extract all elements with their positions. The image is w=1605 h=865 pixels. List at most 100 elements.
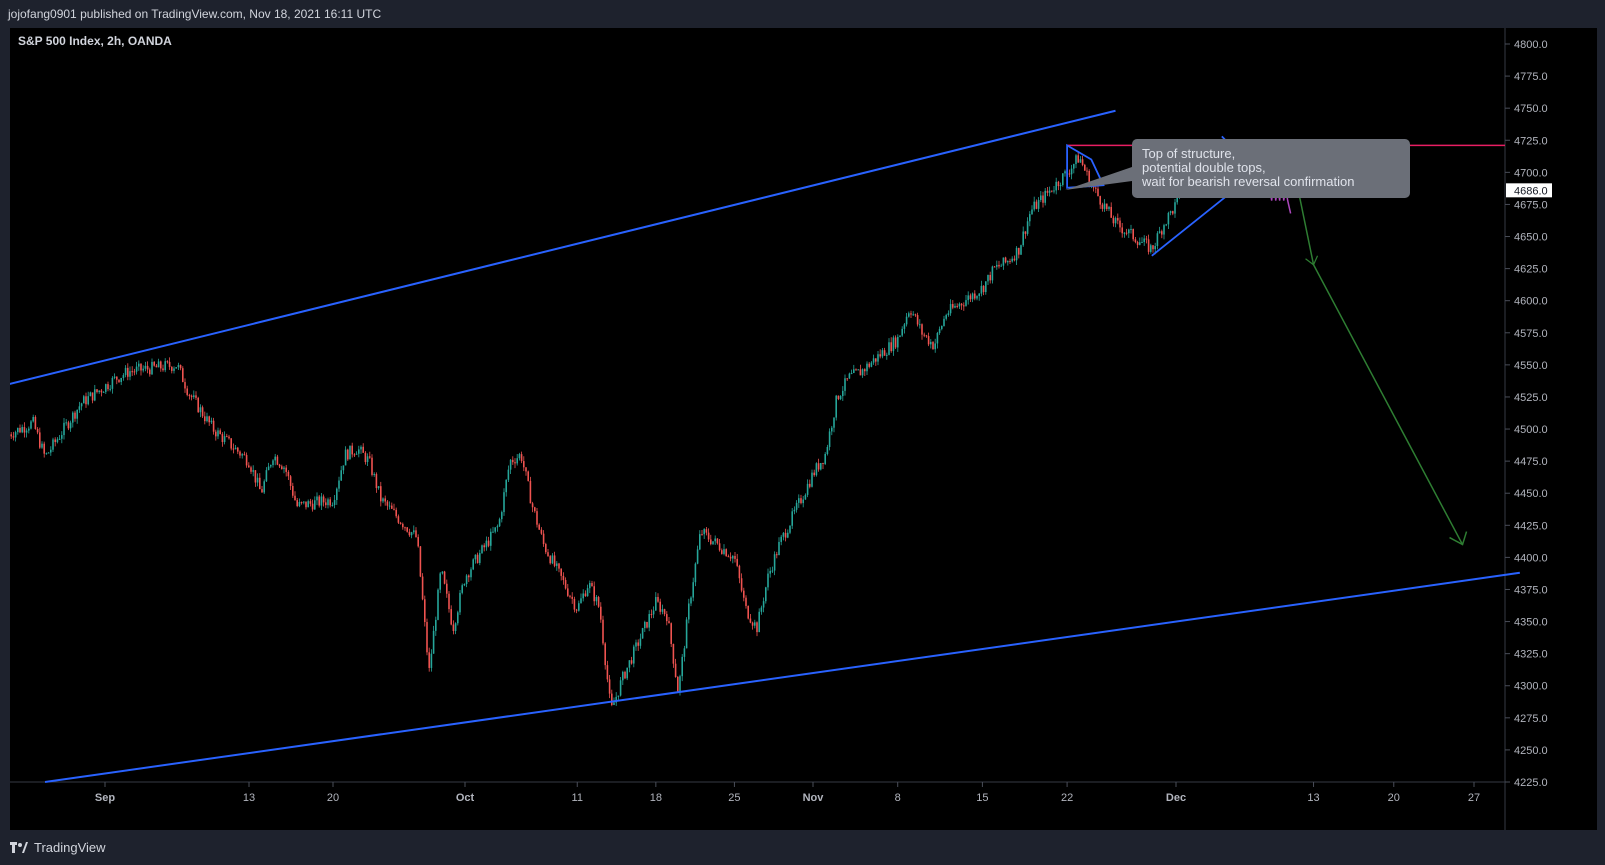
time-axis[interactable]: Sep 13 20 Oct 11 18 25 Nov 8 15 22 Dec 13 20 27: [95, 782, 1480, 804]
candle-body: [1035, 201, 1038, 209]
price-tick-label: 4225.0: [1514, 777, 1548, 789]
candle-body: [771, 570, 774, 572]
candle-body: [34, 416, 37, 429]
candle-body: [329, 499, 331, 506]
candle-body: [890, 342, 892, 352]
candle-body: [413, 530, 415, 533]
candle-body: [1022, 231, 1024, 246]
candle-body: [582, 593, 584, 599]
candle-body: [1134, 239, 1137, 243]
candle-body: [1064, 171, 1066, 174]
candle-body: [1108, 206, 1110, 209]
candle-body: [182, 368, 184, 383]
chart-frame[interactable]: Top of structure, potential double tops, w…: [10, 28, 1597, 830]
candle-body: [853, 369, 855, 374]
price-axis[interactable]: 4800.0 4775.0 4750.0 4725.0 4700.0 4675.0 4650…: [1505, 39, 1552, 789]
candle-body: [787, 532, 789, 538]
candle-body: [835, 395, 837, 418]
candle-body: [699, 534, 701, 550]
candle-body: [910, 313, 912, 315]
price-chart[interactable]: Top of structure,potential double tops,w…: [10, 28, 1597, 830]
candle-body: [298, 502, 301, 507]
candle-body: [166, 361, 169, 363]
tradingview-brand[interactable]: TradingView: [10, 840, 106, 855]
candle-body: [1095, 187, 1097, 189]
candle-body: [762, 601, 765, 608]
candle-body: [1097, 188, 1099, 197]
candle-body: [595, 597, 598, 602]
candle-body: [1119, 220, 1121, 228]
time-tick-label: Sep: [95, 792, 115, 804]
candle-body: [408, 531, 411, 536]
candle-body: [155, 365, 158, 368]
candle-body: [668, 621, 670, 624]
candle-body: [303, 501, 305, 503]
price-tick-label: 4525.0: [1514, 392, 1548, 404]
candle-body: [54, 439, 56, 443]
candle-body: [435, 619, 437, 631]
candle-body: [498, 519, 501, 527]
candle-body: [314, 500, 316, 510]
candle-body: [300, 502, 303, 504]
candle-body: [936, 332, 939, 344]
candle-body: [336, 488, 338, 501]
candle-body: [289, 476, 292, 486]
candle-body: [765, 587, 767, 602]
candle-body: [175, 367, 177, 369]
candle-body: [1053, 190, 1055, 192]
candle-body: [83, 396, 85, 404]
mid-arrowhead-icon: [1305, 255, 1319, 266]
price-tick-label: 4575.0: [1514, 328, 1548, 340]
time-tick-label: 18: [650, 792, 662, 804]
time-tick-label: Dec: [1166, 792, 1186, 804]
candle-body: [1015, 247, 1018, 261]
candle-body: [1059, 185, 1062, 187]
candle-body: [164, 361, 166, 371]
price-tick-label: 4475.0: [1514, 456, 1548, 468]
candle-body: [199, 407, 202, 413]
candle-body: [707, 532, 710, 540]
candle-body: [184, 382, 186, 389]
candle-body: [773, 554, 776, 571]
candle-body: [855, 369, 857, 371]
price-tick-label: 4400.0: [1514, 552, 1548, 564]
candle-body: [795, 502, 798, 510]
footer: TradingView: [0, 830, 1605, 865]
candle-body: [509, 459, 512, 470]
candle-body: [1044, 190, 1046, 203]
candle-body: [369, 456, 371, 458]
candle-body: [1174, 202, 1176, 214]
candle-body: [474, 554, 477, 560]
candle-body: [153, 361, 155, 366]
annotation-callout[interactable]: Top of structure,potential double tops,w…: [1065, 139, 1410, 198]
time-tick-label: Nov: [803, 792, 825, 804]
candle-body: [789, 525, 791, 533]
candle-body: [958, 303, 961, 307]
candle-body: [454, 623, 457, 631]
drawing-layer: [10, 109, 1520, 783]
candle-body: [732, 555, 734, 559]
candle-body: [690, 597, 692, 604]
candle-body: [234, 447, 237, 450]
candle-body: [866, 363, 868, 372]
time-tick-label: 27: [1468, 792, 1480, 804]
candle-body: [712, 541, 714, 545]
candle-body: [837, 395, 840, 400]
candle-body: [305, 501, 307, 508]
candle-body: [963, 305, 965, 307]
price-tick-label: 4800.0: [1514, 39, 1548, 51]
candle-body: [122, 375, 125, 378]
candle-body: [245, 454, 248, 466]
candle-body: [465, 575, 468, 585]
candle-body: [188, 394, 191, 396]
candle-body: [439, 573, 441, 590]
candle-body: [1057, 181, 1060, 187]
candle-body: [947, 313, 950, 316]
candle-body: [850, 373, 853, 375]
candle-body: [578, 603, 580, 611]
candle-body: [901, 328, 903, 336]
candle-body: [514, 462, 516, 464]
candle-body: [756, 622, 758, 633]
candle-body: [276, 456, 279, 465]
candle-body: [113, 376, 116, 378]
